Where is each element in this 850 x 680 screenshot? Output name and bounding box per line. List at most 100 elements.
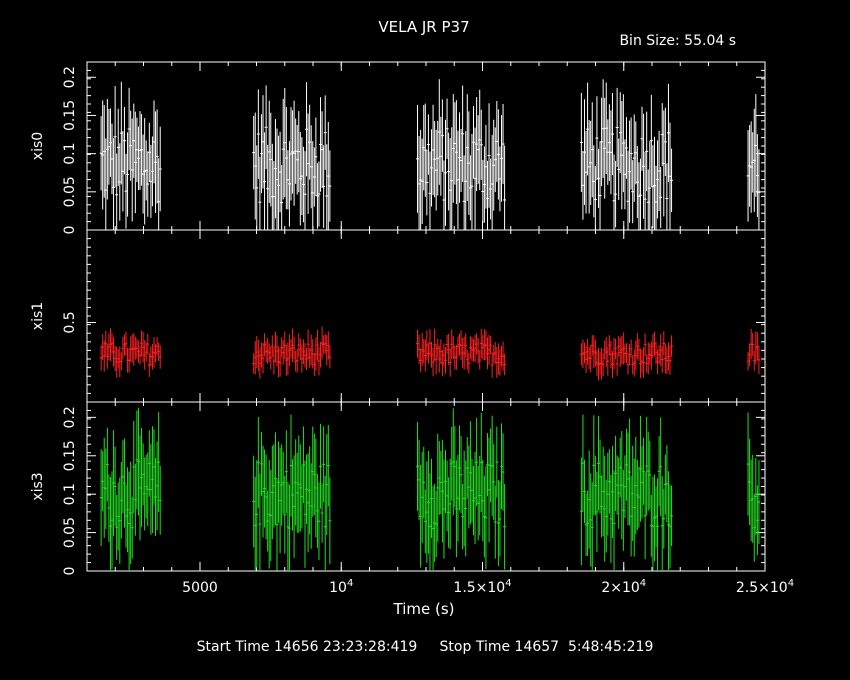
data-point	[503, 353, 507, 376]
data-point	[472, 466, 476, 536]
data-point	[283, 88, 287, 198]
data-point	[110, 471, 114, 569]
data-point	[305, 454, 309, 524]
data-point	[266, 338, 270, 364]
data-point	[130, 334, 134, 363]
data-point	[638, 348, 642, 379]
x-tick-label-exponent: 4	[505, 578, 511, 589]
data-point	[498, 481, 502, 557]
data-point	[584, 130, 588, 214]
data-point	[322, 426, 326, 503]
data-point	[144, 140, 148, 201]
data-point	[478, 89, 482, 191]
data-point	[654, 165, 658, 230]
data-point	[445, 335, 449, 354]
data-point	[612, 470, 616, 571]
data-point	[607, 449, 611, 514]
data-point	[283, 331, 287, 360]
data-point	[445, 460, 449, 532]
data-point	[495, 426, 499, 498]
data-point	[614, 435, 618, 511]
data-point	[129, 336, 133, 362]
data-point	[473, 335, 477, 363]
data-point	[456, 336, 460, 357]
data-point	[264, 85, 268, 170]
data-point	[277, 346, 281, 378]
data-point	[419, 348, 423, 373]
data-point	[431, 485, 435, 571]
data-point	[609, 340, 613, 369]
data-point	[629, 117, 633, 190]
data-point	[289, 107, 293, 201]
data-point	[272, 161, 276, 230]
data-point	[442, 160, 446, 230]
data-point	[656, 140, 660, 219]
data-point	[419, 129, 423, 230]
data-point	[314, 337, 318, 371]
x-tick-label-exponent: 4	[640, 578, 646, 589]
data-point	[628, 120, 632, 223]
data-point	[280, 337, 284, 358]
data-point	[115, 153, 119, 230]
data-point	[273, 432, 277, 526]
data-point	[501, 433, 505, 511]
data-point	[496, 109, 500, 200]
data-point	[426, 450, 430, 554]
data-point	[119, 462, 123, 539]
data-point	[473, 452, 477, 545]
data-point	[458, 333, 462, 356]
data-point	[618, 437, 622, 498]
data-point	[300, 344, 304, 373]
data-point	[593, 455, 597, 516]
data-point	[670, 335, 674, 357]
data-point	[470, 133, 474, 230]
data-point	[444, 450, 448, 514]
data-point	[621, 94, 625, 193]
data-point	[102, 105, 106, 198]
data-point	[281, 451, 285, 514]
data-point	[105, 343, 109, 369]
data-point	[266, 490, 270, 552]
data-point	[297, 333, 301, 357]
data-point	[431, 347, 435, 377]
data-point	[642, 347, 646, 378]
data-point	[451, 408, 455, 516]
data-point	[668, 484, 672, 569]
data-point	[628, 343, 632, 366]
data-point	[144, 342, 148, 362]
data-point	[645, 416, 649, 516]
data-point	[434, 490, 438, 558]
data-point	[606, 346, 610, 376]
data-point	[152, 100, 156, 184]
data-point	[434, 129, 438, 211]
x-axis-label: Time (s)	[393, 600, 455, 618]
data-point	[481, 459, 485, 542]
data-point	[143, 340, 147, 370]
data-point	[267, 343, 271, 362]
data-point	[482, 329, 486, 361]
data-point	[301, 146, 305, 223]
data-point	[600, 347, 604, 380]
data-point	[439, 339, 443, 364]
data-point	[462, 336, 466, 370]
data-point	[122, 438, 126, 528]
data-point	[581, 150, 585, 220]
data-point	[422, 338, 426, 364]
data-point	[261, 95, 265, 189]
data-point	[755, 134, 759, 218]
data-point	[592, 335, 596, 369]
data-point	[610, 445, 614, 539]
data-point	[447, 132, 451, 211]
y-tick-label: 0.1	[62, 143, 78, 165]
data-point	[757, 345, 761, 375]
data-point	[158, 345, 162, 369]
data-point	[651, 476, 655, 571]
data-point	[442, 459, 446, 559]
data-point	[104, 330, 108, 357]
data-point	[294, 351, 298, 372]
data-point	[757, 149, 761, 230]
data-point	[635, 146, 639, 219]
data-points	[99, 407, 761, 571]
data-point	[102, 437, 106, 538]
